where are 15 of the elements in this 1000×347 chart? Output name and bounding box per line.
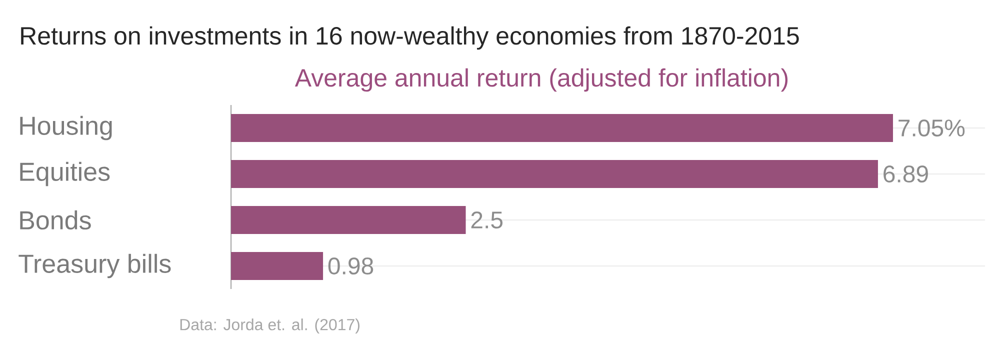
y-tick-label: Housing <box>20 116 112 140</box>
data-label: 7.05% <box>898 120 965 136</box>
data-label: 0.98 <box>328 258 374 274</box>
y-tick-label: Bonds <box>20 210 91 230</box>
text: Data: Jorda et. al. (2017) <box>180 318 360 334</box>
data-label: 2.5 <box>471 212 502 228</box>
chart-subtitle: Average annual return (adjusted for inflation) <box>294 68 788 92</box>
bar <box>231 114 893 142</box>
bar <box>231 160 878 188</box>
bar <box>231 252 324 280</box>
data-label: 6.89 <box>884 166 928 182</box>
y-tick-label: Equities <box>20 162 110 186</box>
chart-title: Returns on investments in 16 now-wealthy economies from 1870-2015 <box>21 26 799 50</box>
y-tick-label: Treasury bills <box>18 254 171 278</box>
bar <box>231 206 466 234</box>
